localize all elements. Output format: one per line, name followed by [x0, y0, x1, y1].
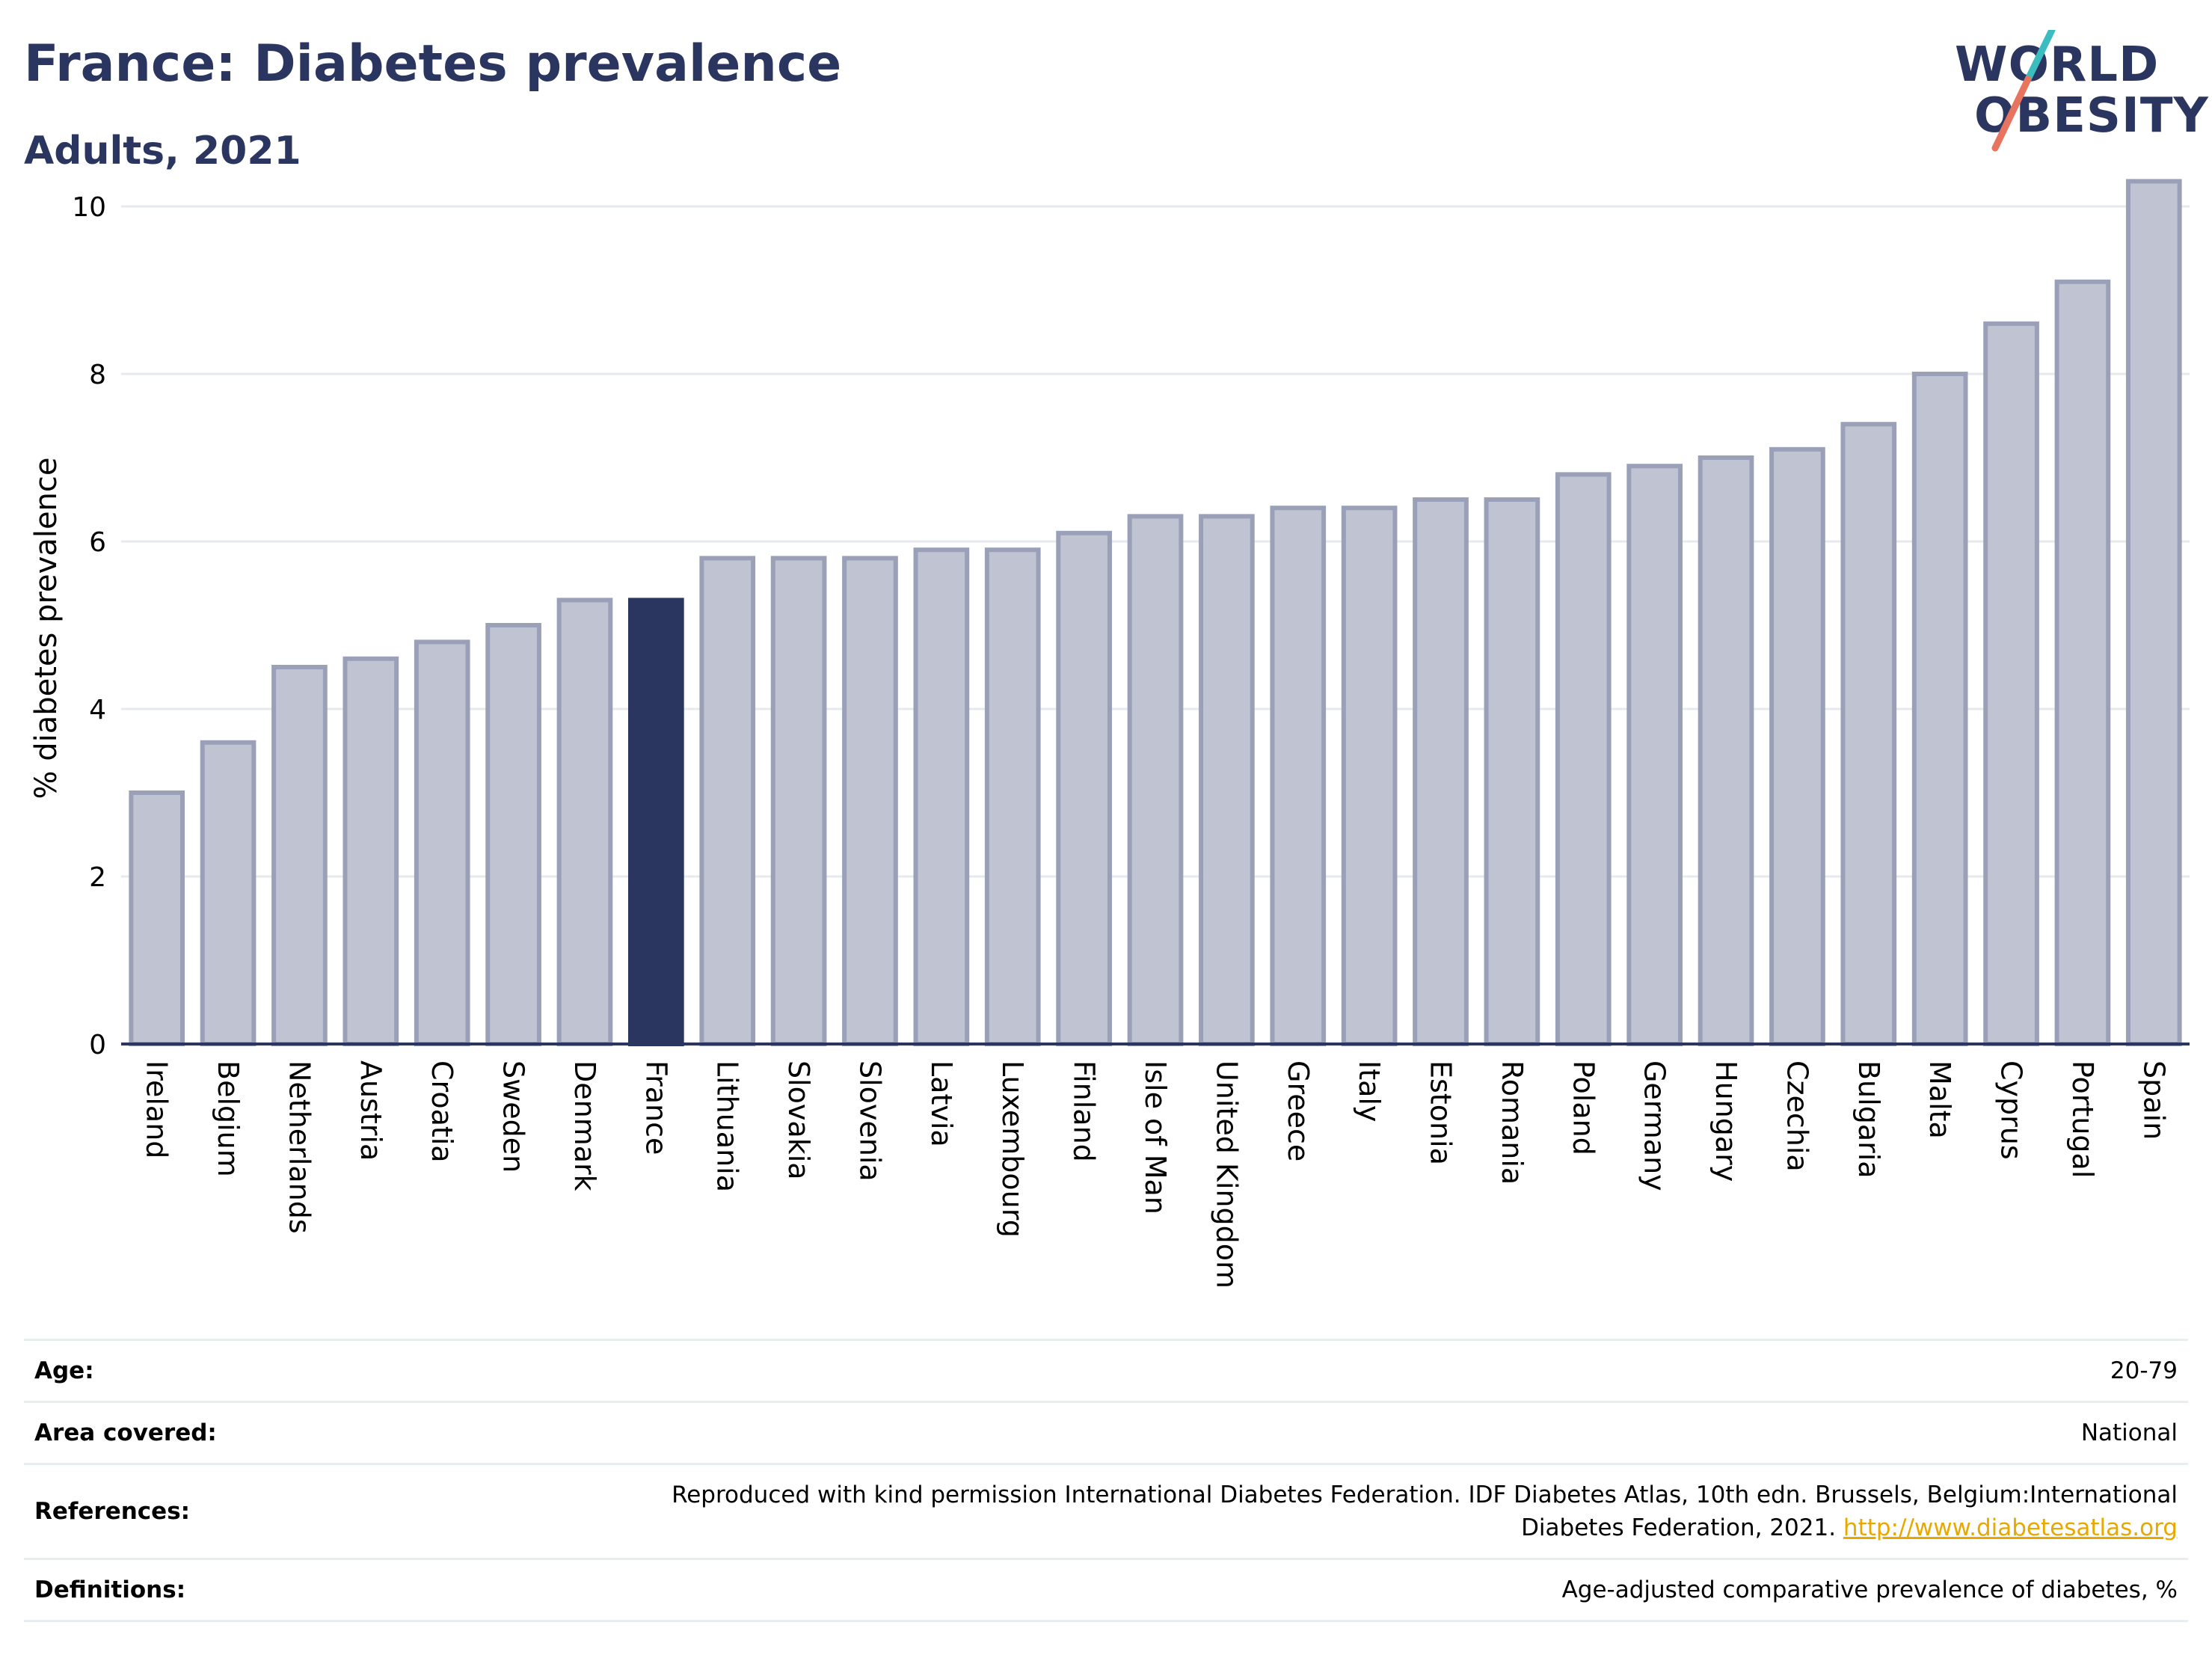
bar-romania [1484, 497, 1540, 1046]
references-value: Reproduced with kind permission Internat… [568, 1463, 2188, 1560]
x-tick-label: Latvia [925, 1060, 958, 1147]
bar-czechia [1769, 446, 1825, 1046]
metadata-table: Age: 20-79 Area covered: National Refere… [24, 1339, 2188, 1622]
bar-sweden [485, 623, 541, 1046]
bar-cyprus [1983, 321, 2039, 1046]
x-tick-label: United Kingdom [1210, 1060, 1243, 1289]
x-tick-label: Romania [1496, 1060, 1529, 1185]
x-tick-label: Isle of Man [1139, 1060, 1172, 1215]
x-tick-label: Austria [354, 1060, 387, 1161]
bar-malta [1911, 372, 1968, 1046]
bar-croatia [414, 639, 470, 1046]
references-text-line2: Diabetes Federation, 2021. [1521, 1514, 1843, 1541]
logo-slash-icon [1991, 30, 2056, 152]
bar-denmark [556, 598, 613, 1046]
x-tick-label: Croatia [425, 1060, 458, 1163]
x-tick-label: Finland [1068, 1060, 1101, 1162]
x-tick-label: Netherlands [283, 1060, 316, 1234]
bar-finland [1056, 530, 1112, 1046]
bar-netherlands [271, 665, 328, 1046]
area-label: Area covered: [24, 1401, 568, 1465]
y-tick-label: 6 [89, 527, 106, 558]
bar-belgium [200, 740, 256, 1046]
y-tick-label: 4 [89, 695, 106, 725]
bar-ireland [129, 790, 185, 1046]
bar-italy [1341, 506, 1398, 1046]
bar-united-kingdom [1199, 514, 1255, 1046]
area-value: National [568, 1401, 2188, 1465]
y-tick-label: 0 [89, 1030, 106, 1060]
logo-text-world: WORLD [1955, 37, 2160, 93]
x-tick-label: Belgium [212, 1060, 245, 1177]
x-tick-label: Malta [1923, 1060, 1956, 1139]
age-value: 20-79 [568, 1339, 2188, 1403]
x-tick-label: Czechia [1781, 1060, 1813, 1172]
x-tick-label: Portugal [2066, 1060, 2099, 1178]
references-label: References: [24, 1463, 568, 1560]
definitions-label: Definitions: [24, 1558, 568, 1622]
bar-poland [1555, 472, 1612, 1046]
x-tick-label: Luxembourg [996, 1060, 1029, 1238]
bar-slovenia [842, 556, 898, 1046]
bar-portugal [2054, 279, 2111, 1046]
x-tick-label: Ireland [141, 1060, 173, 1158]
x-tick-label: Lithuania [711, 1060, 744, 1192]
meta-row-area: Area covered: National [24, 1401, 2188, 1465]
definitions-value: Age-adjusted comparative prevalence of d… [568, 1558, 2188, 1622]
bar-germany [1626, 464, 1683, 1046]
bar-lithuania [699, 556, 756, 1046]
bar-bulgaria [1840, 422, 1897, 1046]
world-obesity-logo: WORLD OBESITY [1944, 30, 2208, 157]
x-tick-label: Slovenia [853, 1060, 886, 1182]
x-tick-label: Cyprus [1995, 1060, 2028, 1160]
meta-row-age: Age: 20-79 [24, 1339, 2188, 1403]
bar-chart: 0 2 4 6 8 10 Ireland Belgium Netherlands Austria C… [72, 179, 2190, 1289]
x-tick-label: Germany [1638, 1060, 1671, 1191]
meta-row-references: References: Reproduced with kind permiss… [24, 1463, 2188, 1560]
y-tick-label: 10 [72, 192, 106, 223]
age-label: Age: [24, 1339, 568, 1403]
bar-isle-of-man [1127, 514, 1184, 1046]
bar-luxembourg [984, 547, 1041, 1046]
bar-estonia [1413, 497, 1469, 1046]
bar-hungary [1698, 455, 1754, 1046]
diabetes-atlas-link[interactable]: http://www.diabetesatlas.org [1843, 1514, 2178, 1541]
y-tick-label: 8 [89, 360, 106, 390]
bar-france [628, 598, 684, 1046]
x-tick-label: Hungary [1709, 1060, 1742, 1182]
x-tick-label: Poland [1567, 1060, 1600, 1155]
page-title: France: Diabetes prevalence [24, 34, 842, 93]
bar-greece [1270, 506, 1327, 1046]
x-tick-label: France [639, 1060, 672, 1155]
x-tick-label: Slovakia [782, 1060, 815, 1180]
y-axis-label: % diabetes prevalence [29, 457, 64, 799]
bar-slovakia [770, 556, 827, 1046]
x-tick-label: Estonia [1425, 1060, 1457, 1165]
x-tick-label: Spain [2137, 1060, 2170, 1140]
references-text-line1: Reproduced with kind permission Internat… [672, 1481, 2178, 1508]
meta-row-definitions: Definitions: Age-adjusted comparative pr… [24, 1558, 2188, 1622]
bar-austria [342, 656, 399, 1046]
bar-latvia [913, 547, 970, 1046]
bar-spain [2125, 179, 2182, 1046]
y-tick-label: 2 [89, 862, 106, 893]
x-tick-label: Sweden [497, 1060, 530, 1173]
page-subtitle: Adults, 2021 [24, 129, 301, 174]
x-tick-label: Bulgaria [1852, 1060, 1885, 1179]
x-tick-label: Italy [1353, 1060, 1386, 1122]
x-tick-label: Denmark [568, 1060, 601, 1191]
x-tick-label: Greece [1282, 1060, 1315, 1161]
